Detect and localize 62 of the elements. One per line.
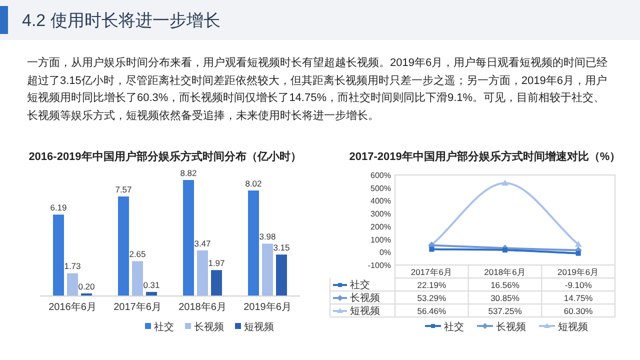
bar [67, 273, 78, 296]
legend-label: 社交 [154, 321, 174, 333]
data-label: 3.98 [259, 232, 276, 242]
data-label: 60.30% [564, 306, 594, 316]
y-tick-label: 0% [379, 248, 391, 258]
data-label: 1.97 [208, 258, 226, 268]
data-label: 56.46% [417, 306, 447, 316]
y-tick-label: 100% [370, 235, 391, 244]
data-label: 14.75% [564, 293, 594, 303]
text: 短视频 [350, 306, 380, 317]
data-label: 3.47 [194, 238, 212, 248]
bar [183, 180, 194, 296]
text: 4.2 使用时长将进一步增长 [22, 10, 220, 32]
chart-title: 2016-2019年中国用户部分娱乐方式时间分布（亿小时） [28, 150, 302, 163]
data-label: 8.02 [245, 178, 262, 189]
data-label: 0.31 [143, 280, 160, 290]
point [429, 246, 434, 252]
y-tick-label: 300% [370, 210, 391, 219]
legend-label: 长视频 [350, 292, 380, 304]
bar [276, 254, 287, 296]
data-label: 8.82 [180, 168, 198, 178]
data-label: 16.56% [490, 280, 520, 290]
chart-title: 2017-2019年中国用户部分娱乐方式时间增速对比（%） [349, 150, 621, 163]
x-tick-label: 2019年6月 [558, 267, 600, 277]
bar [118, 196, 129, 296]
x-tick-label: 2018年6月 [484, 267, 526, 277]
x-tick-label: 2018年6月 [178, 301, 226, 313]
data-label: 53.29% [417, 293, 447, 303]
y-tick-label: 500% [370, 184, 391, 193]
y-tick-label: 600% [370, 171, 391, 180]
y-tick-label: 400% [370, 196, 391, 206]
data-label: 1.73 [64, 261, 82, 272]
point [502, 180, 508, 186]
legend-label: 短视频 [244, 321, 274, 333]
x-tick-label: 2017年6月 [114, 301, 162, 313]
data-label: 537.25% [488, 306, 522, 316]
point [502, 248, 508, 253]
y-tick-label: -100% [368, 261, 391, 270]
bar [132, 261, 143, 296]
data-label: 3.15 [273, 242, 290, 253]
bar [53, 214, 64, 296]
bar [248, 190, 259, 296]
data-label: 2.65 [129, 249, 146, 260]
legend-label: 长视频 [194, 321, 224, 333]
legend-label: 短视频 [558, 321, 588, 333]
x-tick-label: 2019年6月 [244, 301, 292, 313]
x-tick-label: 2017年6月 [410, 267, 452, 277]
data-label: 30.85% [490, 293, 520, 303]
legend-label: 社交 [350, 279, 370, 291]
text: 一方面，从用户娱乐时间分布来看，用户观看短视频时长有望超越长视频。2019年6月，用户每日观看短视频的时间已经超过了3.15亿小时，尽管距离社交时间差距依然较大，但其距离长视频用时只差一步之遥；另一方面，2019年6月，用户短视频用时同比增长了60.3%，而长视频时间仅增长了14.75%，而社交时间则同比下滑9.1%。可见，目前相较于社交、长视频等娱乐方式，短视频依然备受追捧，未来使用时长将进一步增长。 [27, 56, 609, 124]
data-label: -9.10% [564, 280, 592, 290]
y-tick-label: 200% [370, 222, 391, 232]
data-label: 7.57 [115, 184, 132, 194]
bar [262, 244, 273, 296]
x-tick-label: 2016年6月 [48, 301, 96, 313]
point [576, 250, 581, 256]
bar [211, 270, 222, 296]
point [574, 240, 582, 247]
data-label: 0.20 [78, 281, 96, 292]
data-label: 6.19 [50, 202, 68, 213]
bar [197, 250, 208, 296]
data-label: 22.19% [417, 280, 447, 290]
